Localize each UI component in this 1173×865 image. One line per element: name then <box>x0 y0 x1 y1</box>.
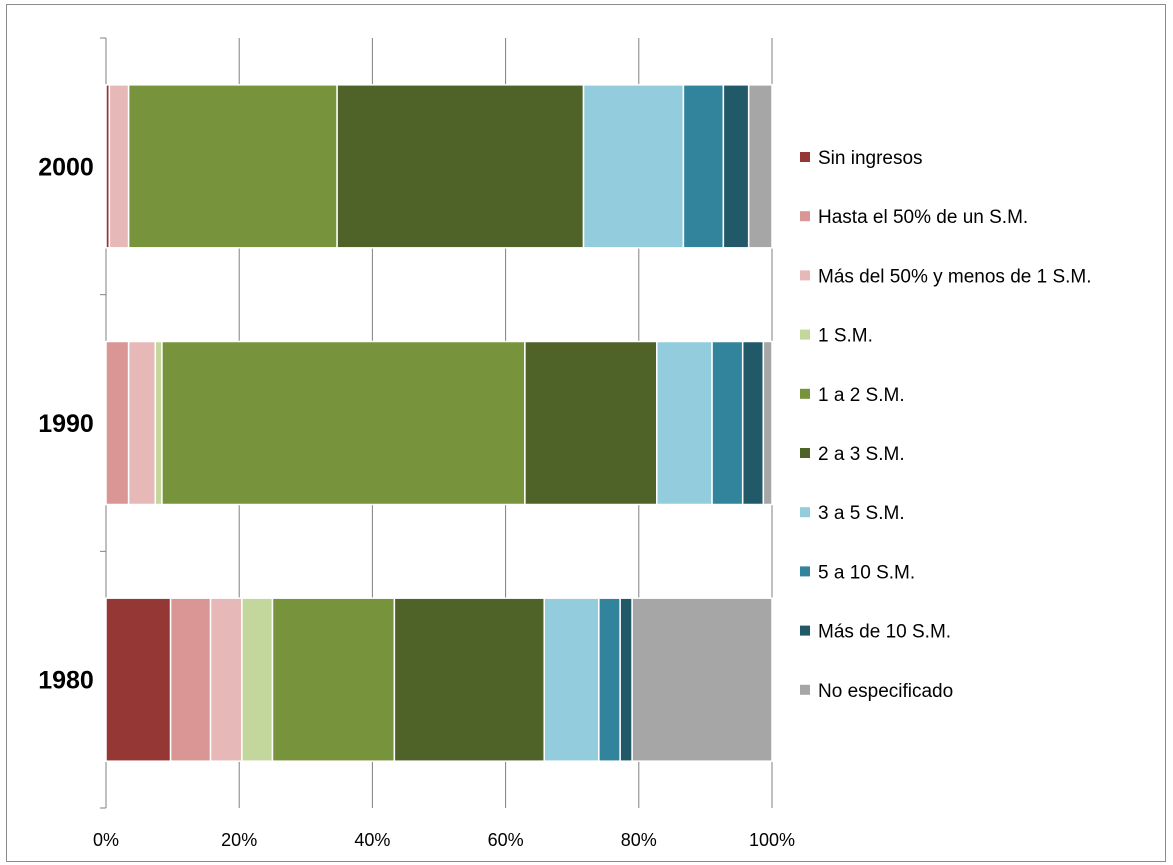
bar-segment <box>127 340 157 506</box>
legend-label: Hasta el 50% de un S.M. <box>818 207 1028 228</box>
bar-segment <box>619 597 633 762</box>
legend-label: Más de 10 S.M. <box>818 622 951 643</box>
bar-segment <box>631 597 773 762</box>
legend-label: 1 a 2 S.M. <box>818 385 905 406</box>
legend-swatch <box>800 270 810 281</box>
bar-segment <box>682 84 725 249</box>
category-label: 2000 <box>38 153 94 181</box>
x-tick-label: 80% <box>621 830 657 850</box>
legend-label: No especificado <box>818 681 953 702</box>
legend-swatch <box>800 211 810 222</box>
bar-segment <box>393 597 545 762</box>
x-tick-label: 40% <box>354 830 390 850</box>
bar-segment <box>336 84 585 249</box>
bar-segment <box>747 84 773 249</box>
bar-segment <box>762 340 773 506</box>
bar-segment <box>524 340 658 506</box>
legend-swatch <box>800 388 810 399</box>
bar-segment <box>656 340 713 506</box>
bar-segment <box>105 340 130 506</box>
bar-segment <box>582 84 685 249</box>
legend-swatch <box>800 507 810 518</box>
legend-swatch <box>800 625 810 636</box>
bar-segment <box>741 340 765 506</box>
legend-label: 1 S.M. <box>818 326 873 347</box>
bar-segment <box>241 597 274 762</box>
x-tick-label: 0% <box>93 830 119 850</box>
bar-segment <box>209 597 243 762</box>
legend-label: 3 a 5 S.M. <box>818 503 905 524</box>
legend-swatch <box>800 152 810 162</box>
bar-segment <box>154 340 163 506</box>
x-tick-label: 100% <box>749 830 795 850</box>
bar-segment <box>161 340 526 506</box>
bar-segment <box>543 597 600 762</box>
bar-segment <box>711 340 744 506</box>
x-tick-label: 60% <box>488 830 524 850</box>
bar-segment <box>105 597 172 762</box>
legend-swatch <box>800 566 810 577</box>
bar-segment <box>598 597 621 762</box>
legend-label: 5 a 10 S.M. <box>818 562 915 583</box>
bar-segment <box>108 84 130 249</box>
category-label: 1990 <box>38 410 94 438</box>
category-label: 1980 <box>38 667 94 695</box>
bar-segment <box>271 597 396 762</box>
bar-segment <box>169 597 212 762</box>
legend-label: Sin ingresos <box>818 148 923 169</box>
legend-swatch <box>800 684 810 695</box>
bar-segment <box>127 84 338 249</box>
legend-swatch <box>800 448 810 458</box>
x-tick-label: 20% <box>221 830 257 850</box>
legend-label: 2 a 3 S.M. <box>818 444 905 465</box>
legend-label: Más del 50% y menos de 1 S.M. <box>818 266 1092 287</box>
bar-segment <box>722 84 750 249</box>
legend-swatch <box>800 329 810 340</box>
